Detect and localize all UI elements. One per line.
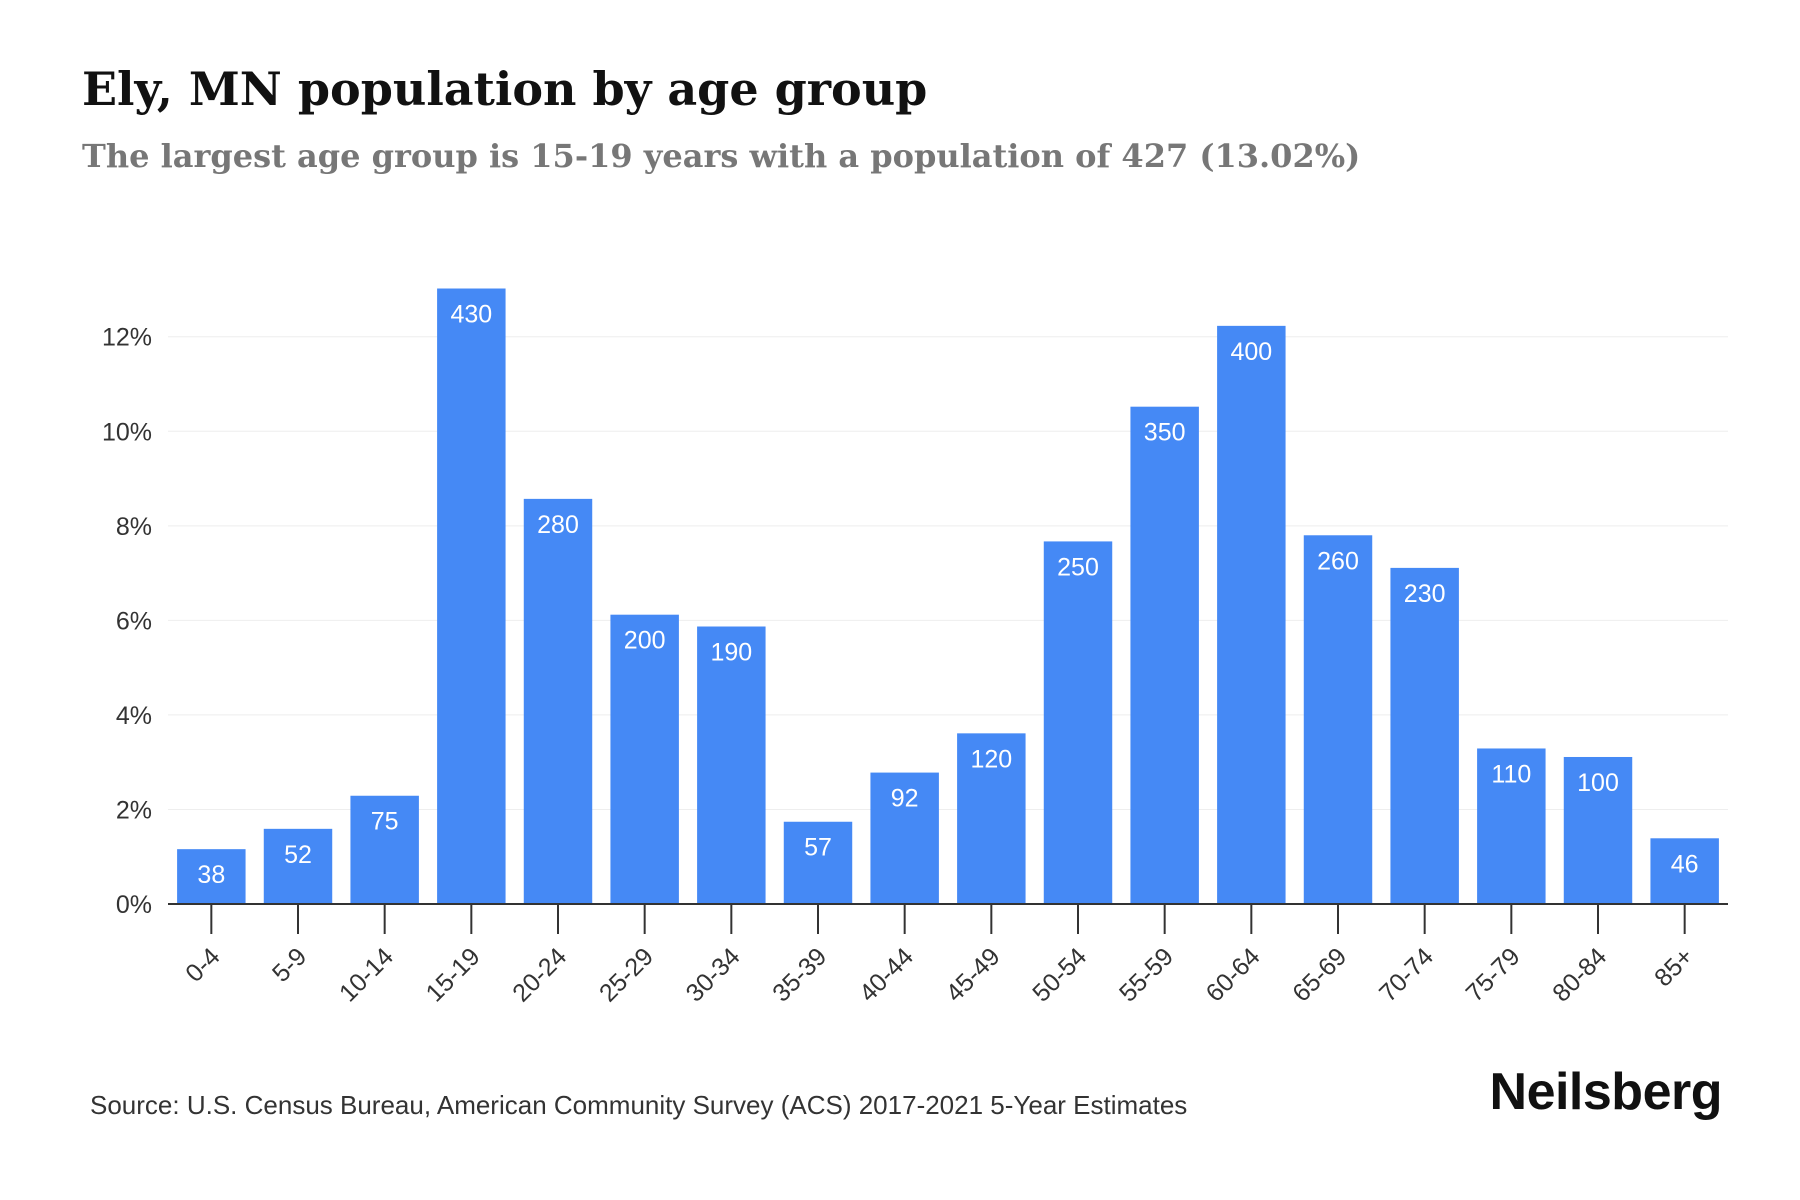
bar xyxy=(783,821,853,904)
data-label: 92 xyxy=(891,785,919,813)
bar xyxy=(350,795,419,904)
bar xyxy=(1043,541,1113,904)
x-tick-label: 50-54 xyxy=(1027,942,1092,1007)
x-tick-label: 70-74 xyxy=(1374,942,1439,1007)
bar xyxy=(177,849,246,904)
x-tick-label: 75-79 xyxy=(1461,942,1526,1007)
x-tick-label: 0-4 xyxy=(180,942,225,987)
bar xyxy=(1130,406,1199,904)
data-label: 350 xyxy=(1144,419,1186,447)
bar xyxy=(610,614,679,904)
data-label: 200 xyxy=(624,627,666,655)
y-tick-label: 6% xyxy=(116,607,152,635)
x-tick-label: 60-64 xyxy=(1201,942,1266,1007)
data-label: 430 xyxy=(450,301,492,329)
x-tick-label: 40-44 xyxy=(854,942,919,1007)
data-label: 46 xyxy=(1671,850,1699,878)
y-tick-label: 8% xyxy=(116,513,152,541)
x-tick-label: 65-69 xyxy=(1287,942,1352,1007)
chart-subtitle: The largest age group is 15-19 years wit… xyxy=(82,137,1361,175)
data-label: 400 xyxy=(1230,338,1272,366)
source-note: Source: U.S. Census Bureau, American Com… xyxy=(90,1090,1188,1120)
data-label: 120 xyxy=(970,745,1012,773)
data-label: 280 xyxy=(537,511,579,539)
x-tick-label: 30-34 xyxy=(681,942,746,1007)
data-label: 230 xyxy=(1404,580,1446,608)
y-tick-label: 10% xyxy=(102,418,152,446)
data-label: 110 xyxy=(1491,760,1531,788)
bar xyxy=(697,626,766,904)
y-tick-label: 2% xyxy=(116,796,152,824)
chart-title: Ely, MN population by age group xyxy=(82,62,928,116)
data-label: 190 xyxy=(710,639,752,667)
bar xyxy=(1650,838,1719,904)
bar xyxy=(1477,748,1546,904)
x-tick-label: 15-19 xyxy=(421,942,486,1007)
bar xyxy=(870,772,939,904)
bar xyxy=(263,828,333,904)
bar xyxy=(957,733,1026,904)
x-tick-label: 5-9 xyxy=(267,942,312,987)
data-label: 250 xyxy=(1057,553,1099,581)
brand-logo: Neilsberg xyxy=(1489,1063,1723,1121)
x-tick-label: 55-59 xyxy=(1114,942,1179,1007)
bar xyxy=(437,288,506,904)
x-tick-label: 10-14 xyxy=(334,942,399,1007)
y-tick-label: 4% xyxy=(116,702,152,730)
x-tick-label: 20-24 xyxy=(507,942,572,1007)
bar xyxy=(523,498,593,904)
x-tick-label: 45-49 xyxy=(941,942,1006,1007)
y-tick-label: 12% xyxy=(102,324,152,352)
bar xyxy=(1390,567,1459,904)
data-label: 100 xyxy=(1577,769,1619,797)
x-tick-label: 80-84 xyxy=(1547,942,1612,1007)
y-tick-label: 0% xyxy=(116,891,152,919)
bar xyxy=(1563,756,1633,904)
data-label: 52 xyxy=(284,841,312,869)
x-tick-label: 25-29 xyxy=(594,942,659,1007)
bar xyxy=(1303,535,1373,904)
bar xyxy=(1217,325,1286,904)
data-label: 75 xyxy=(371,808,399,836)
x-tick-label: 85+ xyxy=(1649,942,1699,992)
data-label: 38 xyxy=(197,861,225,889)
data-label: 260 xyxy=(1317,547,1359,575)
x-tick-label: 35-39 xyxy=(767,942,832,1007)
data-label: 57 xyxy=(804,834,832,862)
